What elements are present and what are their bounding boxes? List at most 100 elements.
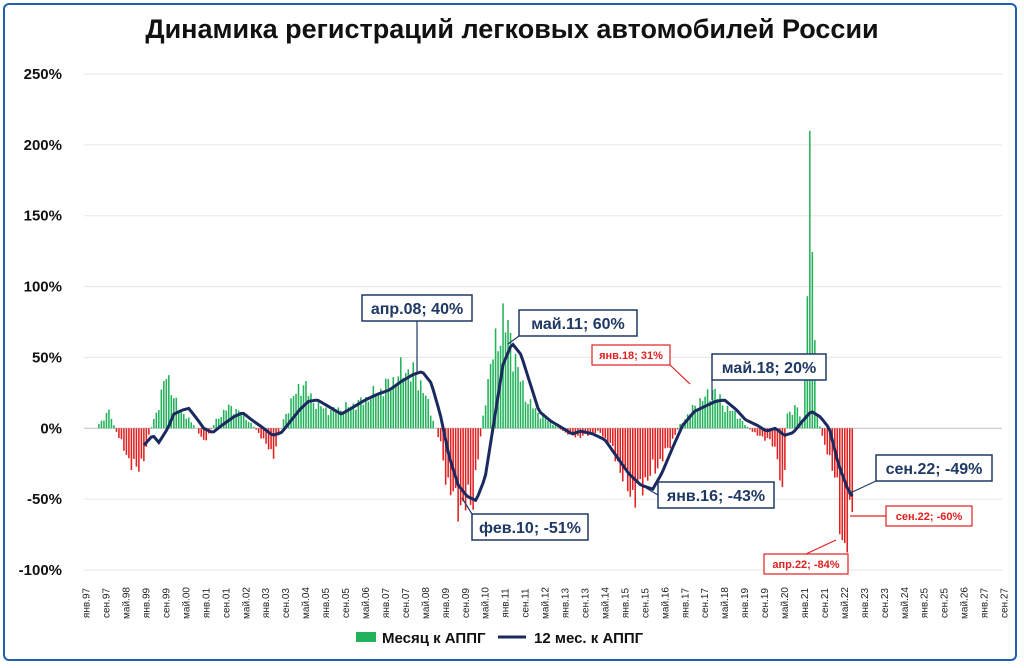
bar xyxy=(439,428,442,442)
bar xyxy=(292,396,295,429)
bar xyxy=(769,428,771,440)
callout-label: фев.10; -51% xyxy=(479,520,581,537)
bar xyxy=(746,426,749,429)
bar xyxy=(168,375,170,429)
callout-apr22_bar: апр.22; -84% xyxy=(763,539,849,575)
bar xyxy=(612,428,614,447)
callout-leader xyxy=(461,497,473,515)
bar xyxy=(272,428,275,459)
bar xyxy=(325,407,327,429)
bar xyxy=(714,388,716,429)
bar xyxy=(781,428,784,488)
bar xyxy=(232,414,235,429)
y-tick-label: 200% xyxy=(24,137,62,154)
bar xyxy=(225,410,227,429)
bar xyxy=(108,409,110,429)
bar xyxy=(123,428,125,451)
bar xyxy=(357,399,360,429)
bar xyxy=(801,420,804,429)
x-tick-label: янв.97 xyxy=(82,587,93,618)
bar xyxy=(315,408,317,429)
bar xyxy=(674,428,676,435)
bar xyxy=(190,422,193,429)
x-tick-label: сен.15 xyxy=(640,588,651,618)
bar xyxy=(524,401,527,429)
x-tick-label: янв.01 xyxy=(201,587,212,618)
x-tick-label: янв.25 xyxy=(920,587,931,618)
bar xyxy=(666,428,669,448)
callout-box xyxy=(518,309,638,337)
bar xyxy=(407,369,410,429)
bar xyxy=(744,425,746,429)
callout-label: янв.16; -43% xyxy=(666,488,765,505)
x-tick-label: сен.97 xyxy=(102,588,113,618)
bar xyxy=(796,407,799,429)
bar xyxy=(165,378,168,429)
y-tick-label: 250% xyxy=(24,66,62,83)
bar xyxy=(629,428,632,497)
bar xyxy=(719,394,721,429)
bar xyxy=(469,428,472,505)
bar xyxy=(98,424,100,429)
bar xyxy=(529,399,532,429)
callout-sep22_bar: сен.22; -60% xyxy=(850,505,973,527)
bar xyxy=(187,417,190,429)
bar xyxy=(135,428,138,467)
x-tick-label: сен.13 xyxy=(580,588,591,618)
bar xyxy=(252,426,255,429)
bar xyxy=(285,413,287,429)
callout-label: сен.22; -60% xyxy=(896,511,963,523)
bar xyxy=(804,372,806,429)
bar xyxy=(247,421,250,429)
bar xyxy=(215,418,217,429)
bar xyxy=(602,428,604,437)
bar xyxy=(789,411,791,429)
bar xyxy=(709,400,711,429)
bar xyxy=(362,404,365,429)
bar xyxy=(347,407,350,429)
bar xyxy=(432,420,434,429)
bar xyxy=(227,404,230,429)
bar xyxy=(235,409,237,429)
x-tick-label: май.98 xyxy=(122,587,133,619)
bar xyxy=(140,428,143,459)
bar xyxy=(317,399,320,429)
callout-label: апр.08; 40% xyxy=(371,301,463,318)
bar xyxy=(489,363,492,429)
bar xyxy=(454,428,457,489)
x-tick-label: май.04 xyxy=(301,587,312,619)
bar xyxy=(724,411,726,429)
legend-label-bars: Месяц к АППГ xyxy=(382,630,486,647)
bar xyxy=(691,404,694,429)
bar xyxy=(245,419,247,429)
x-tick-label: янв.27 xyxy=(980,587,991,618)
bar xyxy=(429,415,432,429)
bar xyxy=(270,428,272,450)
bar xyxy=(739,418,741,429)
bar xyxy=(265,428,267,444)
bar xyxy=(848,428,851,500)
bar xyxy=(240,413,242,429)
bar xyxy=(831,428,834,471)
bar xyxy=(704,396,706,429)
bar xyxy=(427,398,429,429)
bar xyxy=(212,424,215,429)
bar xyxy=(711,389,714,429)
bar xyxy=(295,393,297,429)
callout-box xyxy=(471,513,589,541)
bar xyxy=(345,402,347,429)
bar xyxy=(542,415,544,429)
x-tick-label: янв.19 xyxy=(740,587,751,618)
bar xyxy=(527,404,529,429)
bar xyxy=(716,398,719,429)
bar xyxy=(138,428,140,472)
bar xyxy=(664,428,666,449)
bar xyxy=(342,411,345,429)
x-tick-label: янв.23 xyxy=(860,587,871,618)
x-tick-label: май.12 xyxy=(541,587,552,619)
bar xyxy=(220,416,222,429)
bar xyxy=(442,428,444,461)
x-tick-label: сен.99 xyxy=(161,588,172,618)
y-tick-label: 50% xyxy=(32,349,62,366)
callout-sep22_line: сен.22; -49% xyxy=(847,454,993,495)
